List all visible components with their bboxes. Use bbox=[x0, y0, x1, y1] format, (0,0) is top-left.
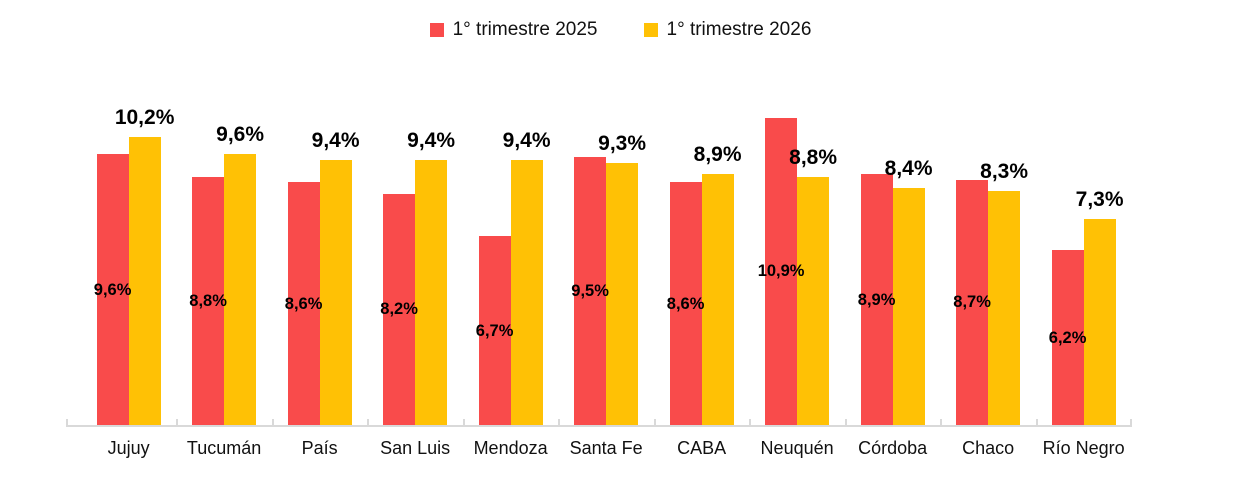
axis-tick bbox=[940, 419, 943, 425]
bar-2026-Jujuy[interactable] bbox=[128, 137, 161, 425]
bar-2026-Mendoza[interactable] bbox=[510, 159, 543, 425]
bar-value-2026-Tucumán: 9,6% bbox=[216, 123, 265, 147]
bar-2025-Mendoza[interactable] bbox=[478, 236, 511, 425]
axis-tick bbox=[558, 419, 561, 425]
bar-value-2025-Tucumán: 8,8% bbox=[189, 291, 227, 310]
x-axis-label-Río Negro: Río Negro bbox=[1042, 438, 1125, 458]
bar-group-CABA: 8,6% 8,9% bbox=[666, 95, 742, 425]
axis-tick bbox=[844, 419, 847, 425]
bar-2025-Neuquén[interactable] bbox=[765, 117, 798, 425]
bar-2025-San Luis[interactable] bbox=[383, 193, 416, 425]
bar-2025-CABA[interactable] bbox=[669, 182, 702, 425]
x-axis-labels: Jujuy Tucumán País San Luis Mendoza Santa Fe C… bbox=[66, 436, 1132, 464]
bar-value-2026-País: 9,4% bbox=[311, 128, 360, 152]
legend: 1° trimestre 2025 1° trimestre 2026 bbox=[0, 20, 1241, 39]
bar-group-Chaco: 8,7% 8,3% bbox=[953, 95, 1028, 425]
legend-label-2026: 1° trimestre 2026 bbox=[666, 19, 812, 40]
x-axis-label-Tucumán: Tucumán bbox=[186, 438, 262, 458]
x-axis-label-Córdoba: Córdoba bbox=[858, 438, 928, 458]
bar-value-2025-Río Negro: 6,2% bbox=[1048, 328, 1087, 347]
axis-tick bbox=[367, 419, 370, 425]
bar-2025-Río Negro[interactable] bbox=[1051, 250, 1084, 425]
bar-2026-Córdoba[interactable] bbox=[892, 188, 925, 425]
bar-2026-Chaco[interactable] bbox=[988, 190, 1021, 425]
bar-2026-Santa Fe[interactable] bbox=[606, 162, 639, 425]
legend-label-2025: 1° trimestre 2025 bbox=[452, 19, 598, 40]
bar-value-2026-Córdoba: 8,4% bbox=[884, 157, 933, 181]
bar-group-Río Negro: 6,2% 7,3% bbox=[1048, 95, 1124, 425]
bar-value-2025-Neuquén: 10,9% bbox=[757, 262, 805, 281]
bar-group-Tucumán: 8,8% 9,6% bbox=[189, 95, 264, 425]
bar-2026-Neuquén[interactable] bbox=[797, 176, 830, 425]
bar-value-2026-Santa Fe: 9,3% bbox=[598, 131, 647, 155]
bar-group-San Luis: 8,2% 9,4% bbox=[380, 95, 455, 425]
bar-2025-Santa Fe[interactable] bbox=[574, 157, 607, 425]
x-axis-label-Mendoza: Mendoza bbox=[473, 438, 548, 458]
bar-value-2026-Neuquén: 8,8% bbox=[789, 145, 838, 169]
bar-value-2026-CABA: 8,9% bbox=[693, 142, 742, 166]
bar-2025-Jujuy[interactable] bbox=[96, 154, 129, 425]
bar-group-Mendoza: 6,7% 9,4% bbox=[475, 95, 551, 425]
bar-2025-Córdoba[interactable] bbox=[860, 173, 893, 425]
x-axis-label-San Luis: San Luis bbox=[380, 438, 451, 458]
bar-2025-Chaco[interactable] bbox=[956, 179, 989, 425]
bar-value-2026-Mendoza: 9,4% bbox=[502, 128, 551, 152]
bar-value-2026-Río Negro: 7,3% bbox=[1075, 188, 1124, 212]
legend-swatch-2026-icon bbox=[643, 22, 658, 37]
bar-group-Neuquén: 10,9% 8,8% bbox=[758, 95, 837, 425]
x-axis-label-Santa Fe: Santa Fe bbox=[569, 438, 643, 458]
x-axis-label-CABA: CABA bbox=[677, 438, 727, 458]
axis-tick bbox=[1035, 419, 1038, 425]
bar-2026-Tucumán[interactable] bbox=[224, 154, 257, 425]
x-axis-label-País: País bbox=[301, 438, 338, 458]
legend-item-2025[interactable]: 1° trimestre 2025 bbox=[429, 19, 598, 40]
bar-group-Jujuy: 9,6% 10,2% bbox=[93, 95, 174, 425]
axis-tick bbox=[66, 419, 68, 425]
bar-group-Córdoba: 8,9% 8,4% bbox=[857, 95, 933, 425]
axis-tick bbox=[271, 419, 274, 425]
bar-2025-Tucumán[interactable] bbox=[192, 176, 225, 425]
bar-value-2025-San Luis: 8,2% bbox=[380, 300, 418, 319]
bar-value-2025-Mendoza: 6,7% bbox=[475, 321, 514, 340]
bar-2026-CABA[interactable] bbox=[701, 173, 734, 425]
bar-value-2025-Córdoba: 8,9% bbox=[857, 290, 896, 309]
axis-tick bbox=[176, 419, 179, 425]
bar-2025-País[interactable] bbox=[287, 182, 320, 425]
bar-2026-País[interactable] bbox=[319, 159, 352, 425]
bar-value-2025-Chaco: 8,7% bbox=[953, 293, 991, 312]
legend-item-2026[interactable]: 1° trimestre 2026 bbox=[643, 19, 812, 40]
x-axis-label-Chaco: Chaco bbox=[962, 438, 1015, 458]
bar-group-País: 8,6% 9,4% bbox=[284, 95, 360, 425]
legend-swatch-2025-icon bbox=[429, 22, 444, 37]
bar-value-2026-San Luis: 9,4% bbox=[407, 128, 456, 152]
axis-tick bbox=[749, 419, 752, 425]
bar-value-2025-Santa Fe: 9,5% bbox=[571, 282, 609, 301]
bar-group-Santa Fe: 9,5% 9,3% bbox=[571, 95, 646, 425]
bar-value-2025-País: 8,6% bbox=[284, 294, 323, 313]
axis-tick bbox=[1130, 419, 1132, 425]
bar-value-2026-Jujuy: 10,2% bbox=[114, 106, 175, 130]
axis-tick bbox=[462, 419, 465, 425]
plot-area: 9,6% 10,2% 8,8% 9,6% 8,6% 9,4% 8,2% 9,4% 6,7% 9,4… bbox=[66, 95, 1132, 427]
bar-2026-Río Negro[interactable] bbox=[1083, 219, 1116, 425]
x-axis-label-Jujuy: Jujuy bbox=[107, 438, 150, 458]
bar-value-2025-CABA: 8,6% bbox=[666, 294, 705, 313]
bar-value-2026-Chaco: 8,3% bbox=[980, 159, 1029, 183]
bar-2026-San Luis[interactable] bbox=[415, 159, 448, 425]
axis-tick bbox=[653, 419, 656, 425]
bar-value-2025-Jujuy: 9,6% bbox=[93, 280, 132, 299]
x-axis-label-Neuquén: Neuquén bbox=[760, 438, 834, 458]
